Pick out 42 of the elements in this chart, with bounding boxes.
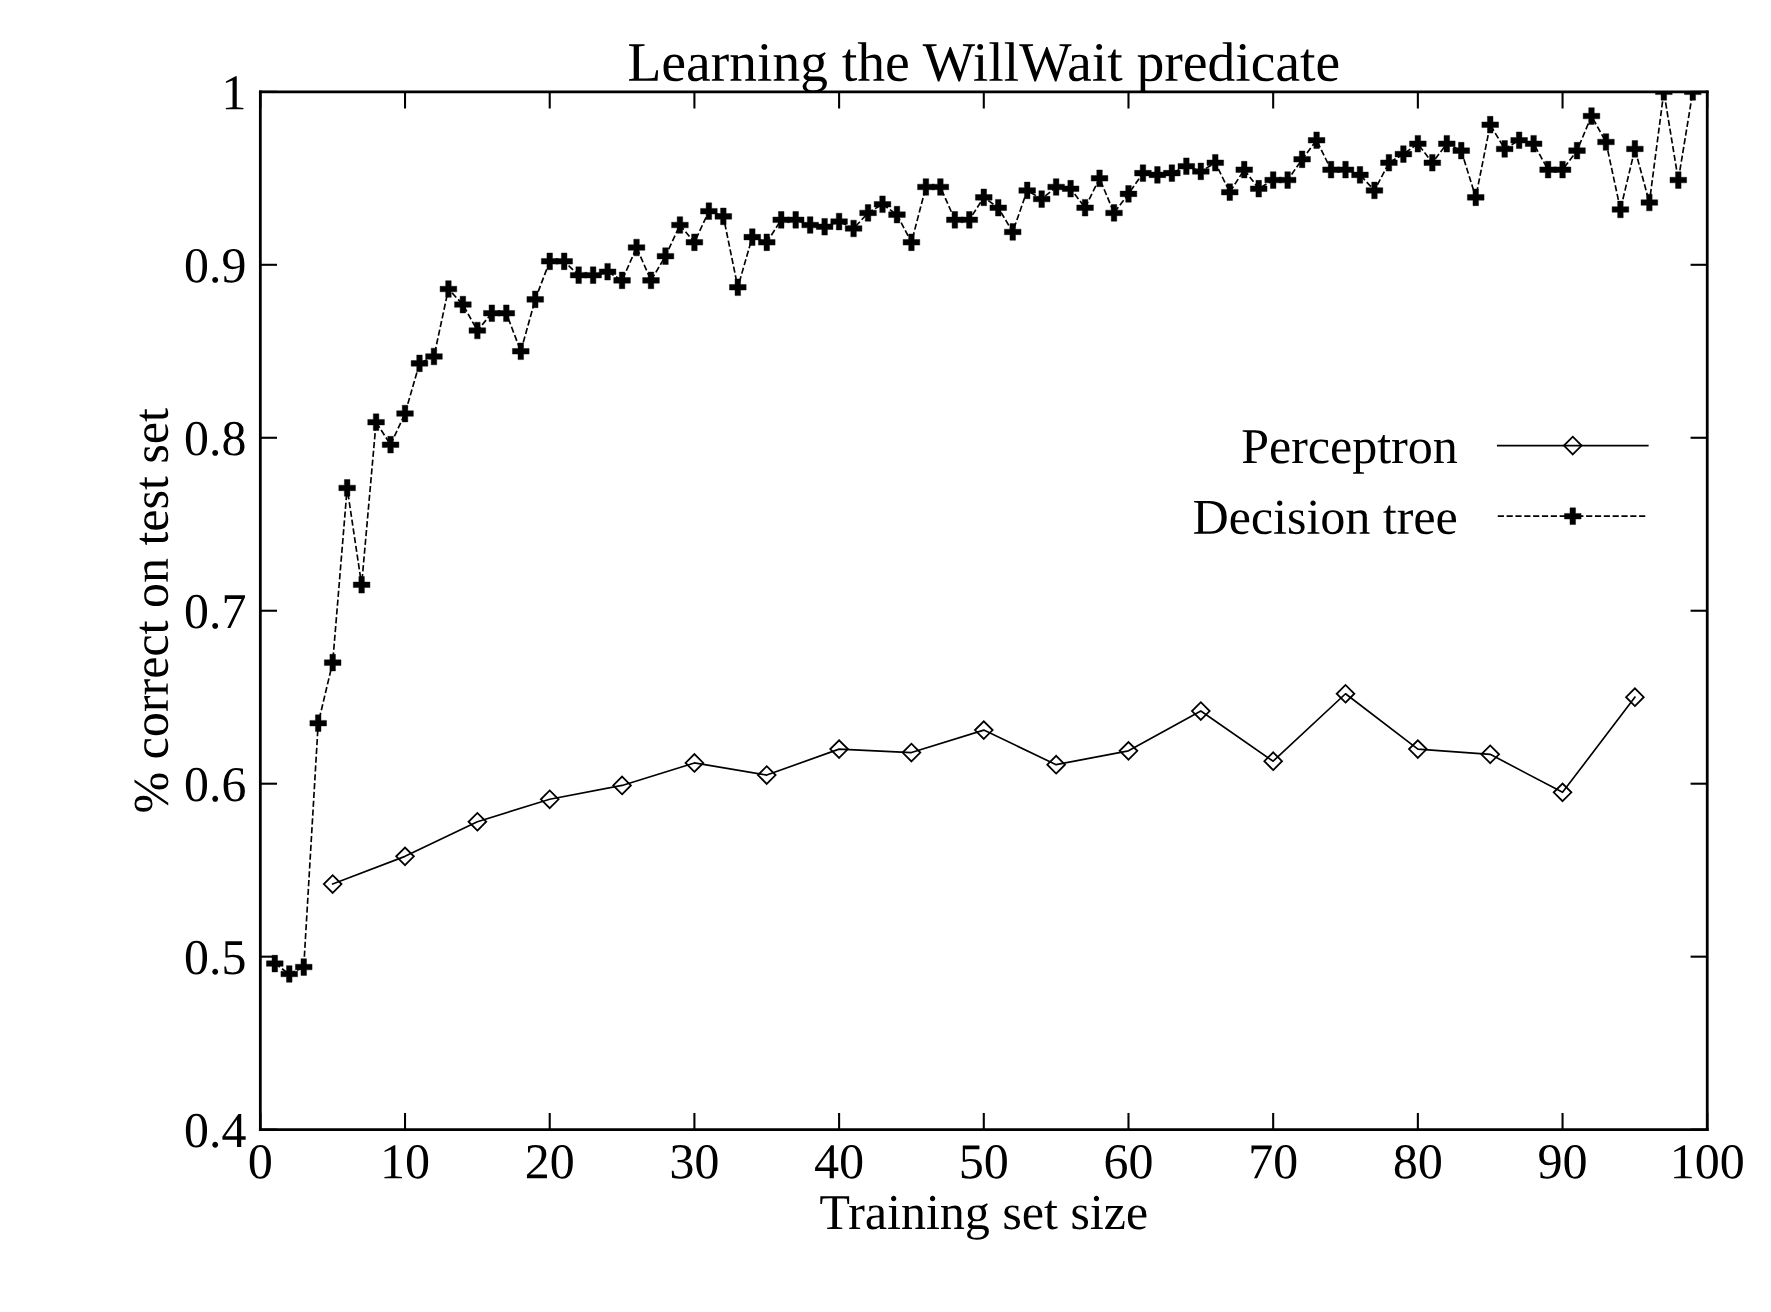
x-tick-label: 20	[526, 1144, 573, 1179]
point	[1118, 741, 1139, 761]
y-axis-title: % correct on test set	[134, 408, 169, 812]
legend-label: Decision tree	[1194, 500, 1457, 535]
point	[901, 742, 922, 763]
point	[1335, 684, 1356, 704]
point	[612, 775, 632, 796]
x-tick-label: 100	[1674, 1144, 1743, 1179]
point	[1625, 687, 1645, 707]
point	[395, 846, 415, 867]
chart-title: Learning the WillWait predicate	[629, 42, 1339, 93]
point	[684, 753, 705, 773]
y-tick-label: 1	[225, 76, 244, 110]
y-tick-label: 0.5	[185, 940, 245, 975]
point	[974, 720, 994, 740]
x-tick-label: 10	[384, 1144, 429, 1179]
x-tick-label: 30	[671, 1144, 718, 1179]
y-tick-label: 0.6	[185, 767, 245, 802]
x-tick-label: 40	[815, 1144, 863, 1179]
y-tick-label: 0.7	[185, 594, 246, 629]
x-tick-label: 0	[249, 1144, 271, 1179]
y-tick-label: 0.4	[185, 1113, 246, 1148]
point	[1191, 701, 1211, 721]
x-tick-label: 50	[961, 1144, 1007, 1179]
point	[1408, 739, 1428, 759]
point	[1480, 744, 1500, 765]
point	[539, 789, 560, 810]
x-axis-title: Training set size	[820, 1195, 1147, 1240]
y-tick-label: 0.8	[185, 421, 245, 456]
y-tick-label: 0.9	[185, 248, 245, 283]
legend-label: Perceptron	[1242, 430, 1458, 474]
point	[322, 874, 343, 894]
point	[757, 765, 777, 785]
x-tick-label: 70	[1251, 1144, 1297, 1179]
x-tick-label: 60	[1105, 1144, 1152, 1179]
point	[1552, 782, 1573, 803]
point	[467, 812, 488, 832]
point	[1046, 754, 1066, 775]
point	[829, 739, 849, 759]
x-tick-label: 90	[1539, 1144, 1586, 1179]
point	[1263, 751, 1283, 771]
x-tick-label: 80	[1394, 1144, 1441, 1179]
